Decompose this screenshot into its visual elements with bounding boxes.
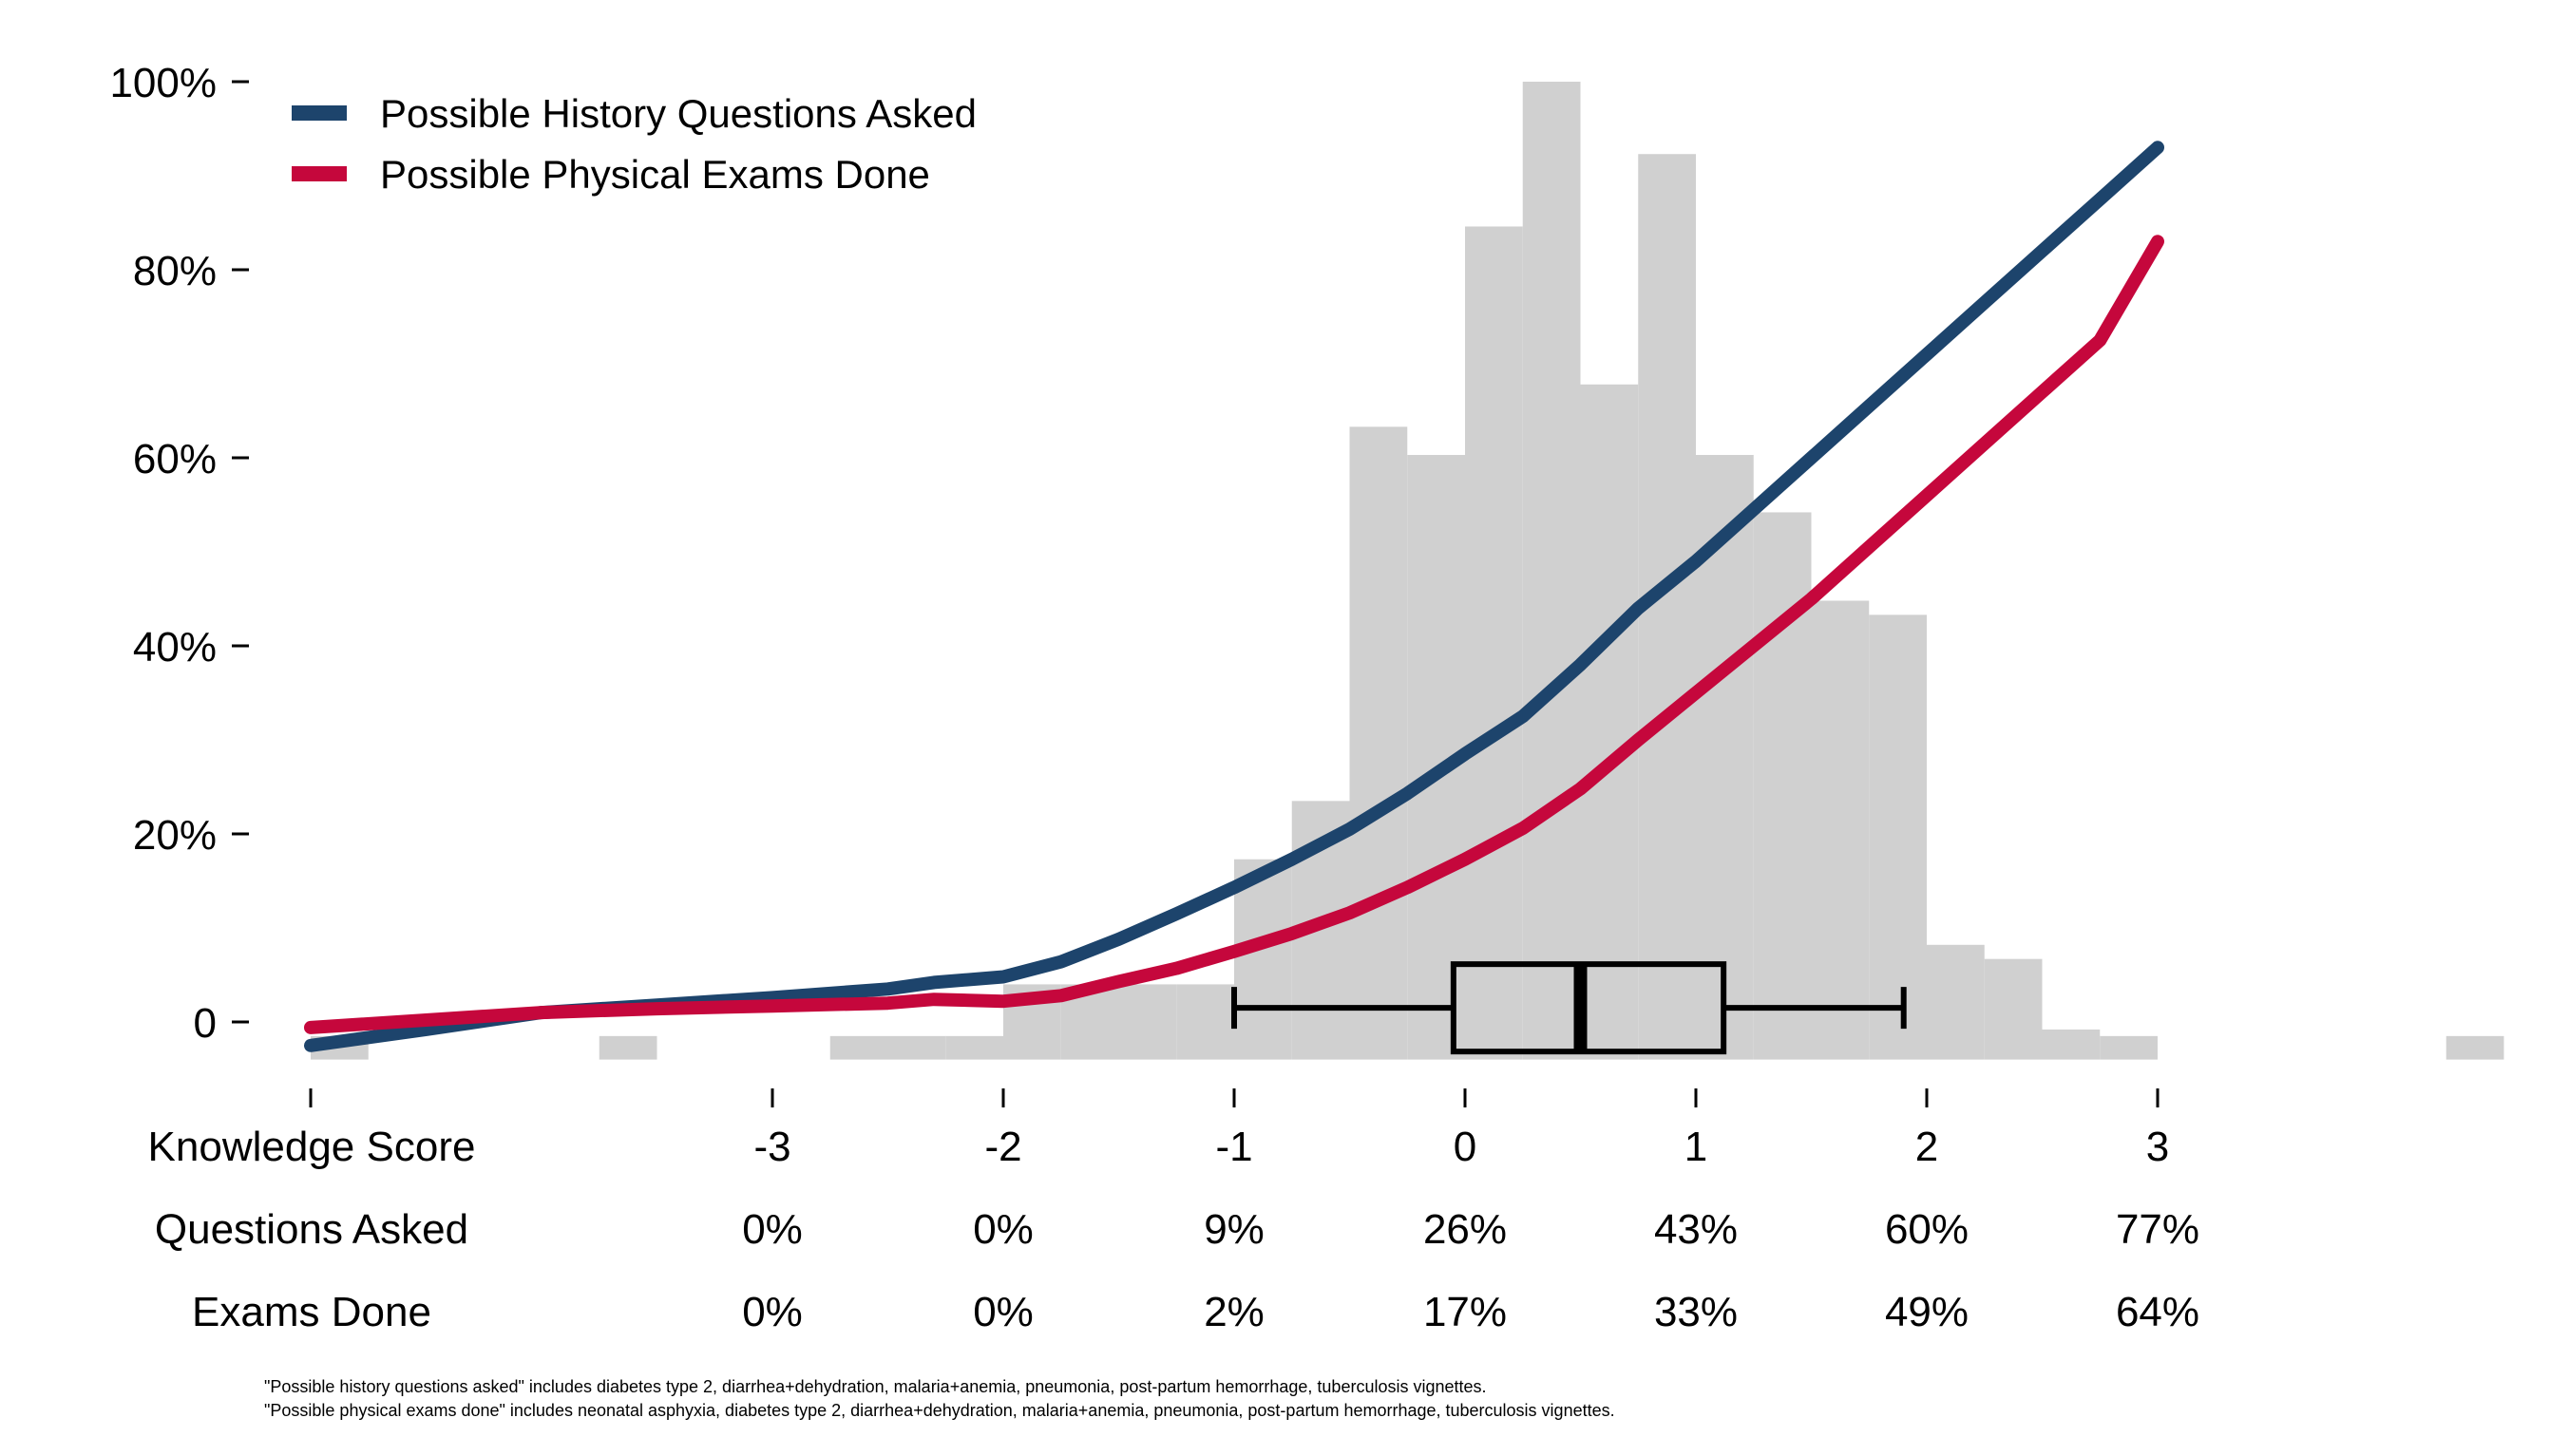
histogram-bar: [1176, 984, 1234, 1059]
table-cell: 64%: [2116, 1289, 2199, 1335]
legend-label: Possible History Questions Asked: [380, 91, 977, 136]
histogram-bar: [1869, 615, 1927, 1059]
x-tick-label: 3: [2146, 1124, 2169, 1170]
table-cell: 9%: [1204, 1206, 1265, 1253]
legend-label: Possible Physical Exams Done: [380, 152, 930, 197]
histogram-bar: [1581, 385, 1639, 1060]
histogram: [311, 82, 2504, 1060]
legend: Possible History Questions Asked Possible…: [292, 91, 977, 197]
histogram-bar: [2446, 1036, 2504, 1060]
footnote-line: "Possible physical exams done" includes …: [264, 1401, 1615, 1420]
histogram-bar: [2043, 1030, 2101, 1060]
histogram-bar: [1465, 226, 1523, 1059]
table-cell: 2%: [1204, 1289, 1265, 1335]
x-tick-label: 0: [1454, 1124, 1476, 1170]
table-cell: 0%: [742, 1289, 803, 1335]
histogram-bar: [1985, 959, 2043, 1060]
histogram-bar: [1754, 512, 1812, 1059]
y-tick-label: 40%: [133, 624, 217, 671]
x-tick-label: -2: [984, 1124, 1021, 1170]
table-cell: 77%: [2116, 1206, 2199, 1253]
y-tick-label: 80%: [133, 248, 217, 294]
histogram-bar: [888, 1036, 946, 1060]
table-cell: 0%: [973, 1289, 1034, 1335]
table-cell: 0%: [973, 1206, 1034, 1253]
table-cell: 17%: [1423, 1289, 1507, 1335]
y-axis: 0 20% 40% 60% 80% 100%: [109, 60, 249, 1047]
x-tick-label: 2: [1915, 1124, 1938, 1170]
histogram-bar: [599, 1036, 657, 1060]
histogram-bar: [1119, 984, 1177, 1059]
x-tick-label: 1: [1684, 1124, 1707, 1170]
histogram-bar: [830, 1036, 888, 1060]
y-tick-label: 0: [194, 1000, 217, 1047]
x-axis: -3 -2 -1 0 1 2 3: [311, 1088, 2169, 1170]
row-header-knowledge-score: Knowledge Score: [148, 1124, 476, 1170]
histogram-bar: [1927, 945, 1985, 1060]
histogram-bar: [945, 1036, 1003, 1060]
table-cell: 26%: [1423, 1206, 1507, 1253]
table-cell: 33%: [1654, 1289, 1738, 1335]
histogram-bar: [1523, 82, 1581, 1060]
footnote-line: "Possible history questions asked" inclu…: [264, 1377, 1487, 1396]
summary-table: Knowledge Score Questions Asked 0% 0% 9% 26% 4…: [148, 1124, 2199, 1335]
histogram-bar: [2100, 1036, 2158, 1060]
table-cell: 49%: [1885, 1289, 1969, 1335]
histogram-bar: [1350, 426, 1408, 1059]
x-tick-label: -3: [753, 1124, 790, 1170]
row-label: Exams Done: [192, 1289, 431, 1335]
table-cell: 0%: [742, 1206, 803, 1253]
histogram-bar: [1812, 600, 1870, 1059]
footnotes: "Possible history questions asked" inclu…: [264, 1377, 1615, 1420]
y-tick-label: 20%: [133, 812, 217, 859]
row-label: Questions Asked: [155, 1206, 468, 1253]
y-tick-label: 100%: [109, 60, 217, 106]
x-tick-label: -1: [1215, 1124, 1252, 1170]
table-cell: 43%: [1654, 1206, 1738, 1253]
table-cell: 60%: [1885, 1206, 1969, 1253]
y-tick-label: 60%: [133, 436, 217, 482]
